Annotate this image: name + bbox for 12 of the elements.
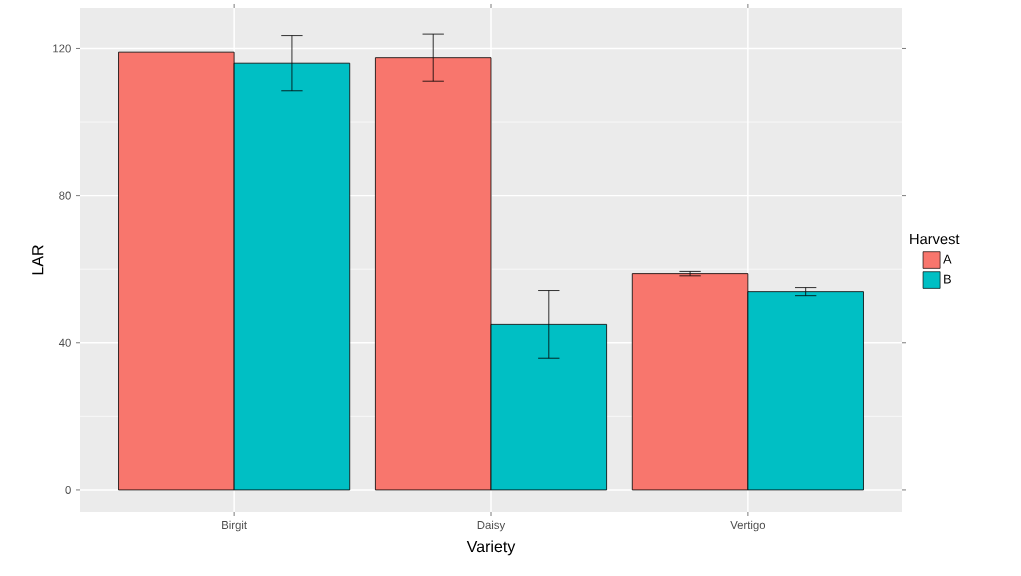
x-axis-title: Variety	[466, 540, 516, 556]
legend-label: B	[944, 274, 951, 284]
legend-title: Harvest	[910, 233, 960, 245]
x-tick-label: Birgit	[222, 520, 247, 532]
y-tick-label: 40	[58, 338, 71, 347]
x-tick-label: Daisy	[477, 520, 506, 532]
x-tick-label: Vertigo	[730, 520, 766, 532]
y-tick-label: 80	[59, 191, 71, 200]
y-axis-title: LAR	[32, 245, 44, 275]
y-tick-label: 0	[65, 485, 71, 494]
legend-label: A	[943, 254, 952, 264]
y-tick-label: 120	[53, 44, 71, 53]
